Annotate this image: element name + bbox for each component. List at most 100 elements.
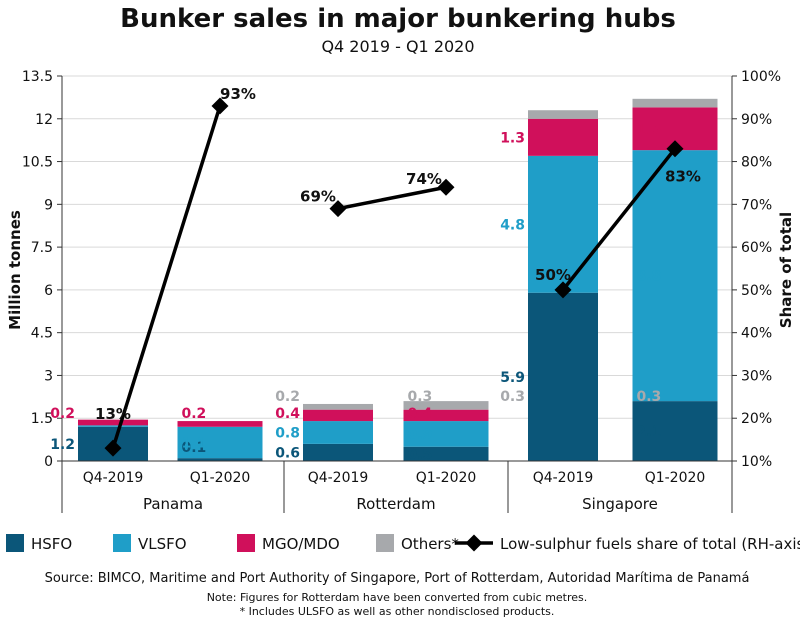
y2-tick-label: 40% <box>741 326 772 342</box>
bar-segment-others- <box>632 98 718 108</box>
y-tick-label: 12 <box>35 112 53 128</box>
value-label: 1.2 <box>50 437 75 453</box>
category-label: Q4-2019 <box>83 470 144 486</box>
category-label: Q4-2019 <box>533 470 594 486</box>
note-text: * Includes ULSFO as well as other nondis… <box>240 605 555 618</box>
share-point <box>437 178 455 196</box>
category-label: Q4-2019 <box>308 470 369 486</box>
share-label: 74% <box>406 170 442 188</box>
legend-label: Others* <box>401 535 459 553</box>
y-tick-label: 1.5 <box>31 411 53 427</box>
share-label: 13% <box>95 405 131 423</box>
y2-tick-label: 60% <box>741 240 772 256</box>
bar-segment-mgo-mdo <box>403 409 489 422</box>
bar-segment-hsfo <box>303 443 373 461</box>
legend: HSFO VLSFO MGO/MDO Others* Low-sulphur fuels… <box>6 534 800 553</box>
value-label: 0.4 <box>275 406 300 422</box>
legend-swatch-hsfo <box>6 534 24 552</box>
legend-label: Low-sulphur fuels share of total (RH-axi… <box>500 535 800 553</box>
y2-tick-label: 100% <box>741 69 781 85</box>
value-label: 0.8 <box>275 425 300 441</box>
bar-segment-vlsfo <box>303 421 373 444</box>
y-tick-label: 13.5 <box>22 69 53 85</box>
share-point <box>104 439 122 457</box>
category-axis: Q4-2019 Q1-2020 Q4-2019 Q1-2020 Q4-2019 Q1-20… <box>61 460 733 513</box>
y2-tick-label: 20% <box>741 411 772 427</box>
share-point <box>666 140 684 158</box>
share-label: 50% <box>535 266 571 284</box>
bar-value-labels: 1.20.20.11.10.20.60.80.40.20.50.90.40.35… <box>50 122 661 463</box>
value-label: 0.3 <box>408 389 433 405</box>
value-label: 1.3 <box>500 130 525 146</box>
y2-tick-label: 90% <box>741 112 772 128</box>
value-label: 1.1 <box>182 435 207 451</box>
share-line-segment <box>561 147 677 291</box>
bar-segment-vlsfo <box>403 421 489 447</box>
value-label: 1.5 <box>637 122 662 138</box>
share-point <box>211 97 229 115</box>
share-line: 13% 93% 69% 74% 50% 83% <box>95 85 701 457</box>
bar-segment-mgo-mdo <box>303 409 373 422</box>
y-tick-label: 9 <box>44 197 53 213</box>
value-label: 0.5 <box>408 447 433 463</box>
group-label: Panama <box>143 495 203 513</box>
share-label: 83% <box>665 168 701 186</box>
value-label: 0.2 <box>182 406 207 422</box>
bar-segment-mgo-mdo <box>177 421 263 427</box>
category-label: Q1-2020 <box>416 470 477 486</box>
bar-segment-hsfo <box>177 458 263 461</box>
y-tick-label: 10.5 <box>22 155 53 171</box>
value-label: 0.2 <box>50 406 75 422</box>
bar-segment-others- <box>403 401 489 410</box>
category-label: Q1-2020 <box>190 470 251 486</box>
y2-axis-title: Share of total <box>777 212 795 328</box>
share-line-segment <box>111 105 222 449</box>
share-label: 69% <box>300 188 336 206</box>
bar-segment-mgo-mdo <box>528 118 598 156</box>
value-label: 8.8 <box>637 269 662 285</box>
legend-label: HSFO <box>31 535 72 553</box>
value-label: 5.9 <box>500 370 525 386</box>
share-label: 93% <box>220 85 256 103</box>
value-label: 0.9 <box>408 427 433 443</box>
bar-segment-hsfo <box>632 401 718 461</box>
y-tick-label: 4.5 <box>31 326 53 342</box>
legend-swatch-others- <box>376 534 394 552</box>
value-label: 0.4 <box>408 406 433 422</box>
y2-tick-label: 80% <box>741 155 772 171</box>
share-point <box>554 281 572 299</box>
y2-tick-label: 50% <box>741 283 772 299</box>
value-label: 0.1 <box>182 440 207 456</box>
legend-swatch-vlsfo <box>113 534 131 552</box>
group-label: Rotterdam <box>356 495 435 513</box>
left-axis-ticks: 0 1.5 3 4.5 6 7.5 9 10.5 12 13.5 <box>22 69 62 470</box>
legend-label: VLSFO <box>138 535 187 553</box>
bar-segment-others- <box>303 403 373 410</box>
bar-segment-vlsfo <box>78 425 148 427</box>
bar-segment-mgo-mdo <box>78 419 148 426</box>
y-tick-label: 0 <box>44 454 53 470</box>
group-label: Singapore <box>582 495 658 513</box>
note-text: Note: Figures for Rotterdam have been co… <box>207 591 588 604</box>
y-tick-label: 3 <box>44 368 53 384</box>
share-point <box>329 200 347 218</box>
y-axis-title: Million tonnes <box>6 210 24 330</box>
legend-label: MGO/MDO <box>262 535 340 553</box>
y2-tick-label: 30% <box>741 368 772 384</box>
gridlines <box>61 75 733 462</box>
bar-segment-vlsfo <box>528 155 598 293</box>
bar-segment-vlsfo <box>632 150 718 402</box>
right-axis-ticks: 10% 20% 30% 40% 50% 60% 70% 80% 90% 100% <box>732 69 781 470</box>
value-label: 4.8 <box>500 217 525 233</box>
bars <box>78 98 718 461</box>
y-tick-label: 7.5 <box>31 240 53 256</box>
bar-segment-others- <box>528 110 598 119</box>
bar-segment-hsfo <box>403 446 489 461</box>
category-label: Q1-2020 <box>645 470 706 486</box>
chart-title: Bunker sales in major bunkering hubs <box>120 4 676 34</box>
share-line-segment <box>337 185 447 211</box>
y-tick-label: 6 <box>44 283 53 299</box>
value-label: 0.6 <box>275 445 300 461</box>
legend-swatch-mgo-mdo <box>237 534 255 552</box>
